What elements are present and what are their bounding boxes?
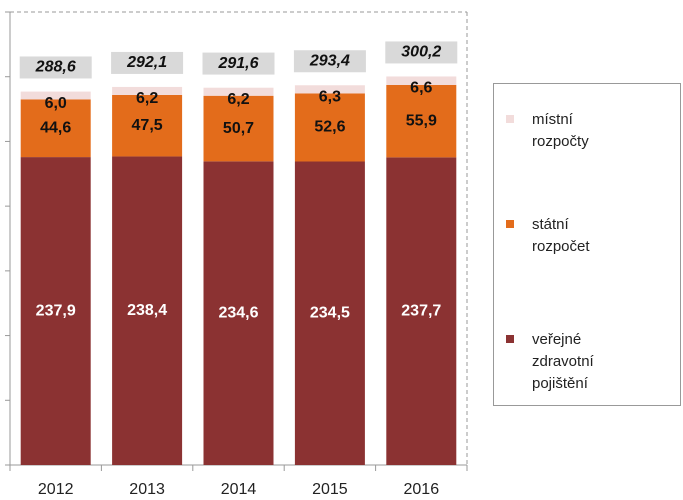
x-tick-label: 2013 [129, 481, 165, 498]
data-label: 6,0 [45, 95, 67, 112]
data-label: 234,5 [310, 304, 350, 321]
data-label: 6,6 [410, 80, 432, 97]
legend-label: místní rozpočty [532, 111, 589, 150]
x-tick-label: 2015 [312, 481, 348, 498]
chart: 2012 237,9 44,6 6,0 288,6 2013 238,4 47,5 6,2 292… [5, 11, 468, 498]
bar-segment [20, 157, 91, 466]
data-label: 6,3 [319, 88, 341, 105]
legend-item: státní rozpočet [506, 214, 590, 258]
bar-segment [203, 95, 274, 162]
bar-segment [386, 157, 457, 466]
total-box [19, 56, 92, 79]
data-label: 6,2 [227, 91, 249, 108]
data-label: 47,5 [132, 117, 163, 134]
bar-segment [112, 94, 183, 157]
legend: veřejné zdravotní pojištění státní rozpoč… [493, 83, 681, 406]
total-label: 292,1 [126, 54, 167, 71]
bar-segment [294, 161, 365, 466]
total-box [202, 52, 275, 75]
bar-segment [294, 93, 365, 162]
legend-swatch [506, 220, 514, 228]
legend-swatch [506, 115, 514, 123]
data-label: 238,4 [127, 302, 167, 319]
total-label: 288,6 [35, 59, 76, 76]
bar-segment [20, 91, 91, 100]
legend-item: veřejné zdravotní pojištění [506, 329, 594, 395]
data-label: 50,7 [223, 120, 254, 137]
bar-segment [20, 99, 91, 158]
legend-swatch [506, 335, 514, 343]
data-label: 52,6 [314, 119, 345, 136]
data-label: 6,2 [136, 90, 158, 107]
total-box [111, 51, 184, 74]
x-tick-label: 2012 [38, 481, 74, 498]
data-label: 237,7 [401, 302, 441, 319]
bar-segment [112, 156, 183, 465]
total-label: 300,2 [401, 44, 441, 61]
total-label: 293,4 [309, 52, 350, 69]
total-box [293, 50, 366, 73]
bar-segment [112, 86, 183, 95]
legend-label: veřejné zdravotní pojištění [532, 331, 594, 392]
data-label: 44,6 [40, 119, 71, 136]
bar-segment [203, 161, 274, 465]
data-label: 234,6 [218, 304, 258, 321]
data-label: 55,9 [406, 112, 437, 129]
data-label: 237,9 [36, 302, 76, 319]
bar-segment [294, 85, 365, 94]
total-label: 291,6 [217, 55, 258, 72]
bar-segment [203, 87, 274, 96]
legend-label: státní rozpočet [532, 216, 590, 255]
x-tick-label: 2014 [221, 481, 257, 498]
x-tick-label: 2016 [404, 481, 440, 498]
total-box [385, 41, 458, 64]
bar-segment [386, 76, 457, 85]
legend-item: místní rozpočty [506, 109, 589, 153]
bar-segment [386, 84, 457, 158]
